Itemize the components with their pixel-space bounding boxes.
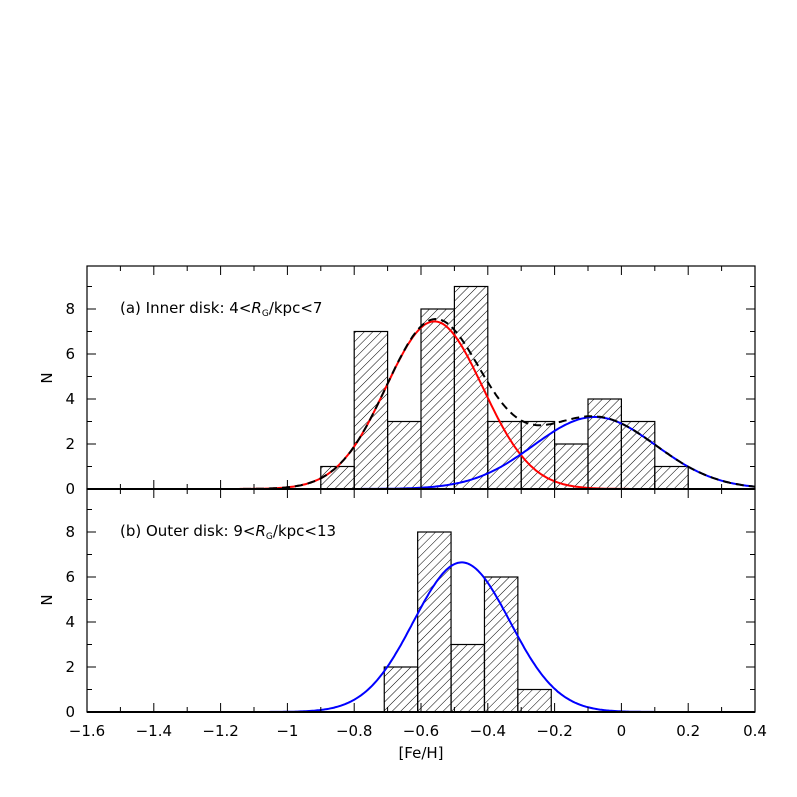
histogram-bar	[620, 420, 656, 490]
annotation-outer-disk: (b) Outer disk: 9<RG/kpc<13	[120, 522, 336, 542]
x-tick-label: −1.6	[69, 722, 105, 740]
x-tick-label: −0.4	[470, 722, 506, 740]
y-tick-label: 4	[65, 613, 75, 631]
y-tick-label: 4	[65, 390, 75, 408]
x-tick-label: −0.2	[536, 722, 572, 740]
histogram-bar	[383, 666, 419, 713]
histogram-bar	[417, 531, 452, 713]
histogram-bar	[420, 308, 456, 490]
x-tick-label: −1	[276, 722, 298, 740]
y-tick-label: 2	[65, 658, 75, 676]
y-tick-label: 6	[65, 345, 75, 363]
x-tick-label: −1.4	[136, 722, 172, 740]
y-tick-label: 8	[65, 300, 75, 318]
histogram-bar	[517, 688, 552, 713]
x-tick-label: −0.8	[336, 722, 372, 740]
histogram-bar	[320, 465, 355, 490]
x-tick-label: −1.2	[202, 722, 238, 740]
y-axis-label-bottom: N	[38, 594, 56, 605]
x-tick-label: 0.4	[743, 722, 767, 740]
histogram-bar	[353, 330, 389, 490]
histogram-bar	[450, 643, 486, 713]
x-tick-label: 0	[617, 722, 627, 740]
y-axis-label-top: N	[38, 372, 56, 383]
annotation-inner-disk: (a) Inner disk: 4<RG/kpc<7	[120, 299, 322, 319]
histogram-bar	[483, 576, 519, 713]
y-tick-label: 6	[65, 568, 75, 586]
x-tick-label: −0.6	[403, 722, 439, 740]
panel-bottom: 0 2 4 6 8 −1.6 −1.4 −1.2 −1 −0.8 −0.6 −0.4 −0.2 0 0.2 0…	[65, 488, 767, 740]
histogram-bar	[387, 420, 422, 490]
panel-top: 0 2 4 6 8	[65, 265, 756, 498]
y-tick-label: 2	[65, 435, 75, 453]
x-tick-label: 0.2	[676, 722, 700, 740]
histogram-bar	[587, 398, 623, 490]
histogram-bar	[654, 465, 689, 490]
x-axis-label: [Fe/H]	[398, 744, 443, 762]
y-tick-label: 0	[65, 480, 75, 498]
y-tick-label: 8	[65, 523, 75, 541]
y-tick-label: 0	[65, 703, 75, 721]
